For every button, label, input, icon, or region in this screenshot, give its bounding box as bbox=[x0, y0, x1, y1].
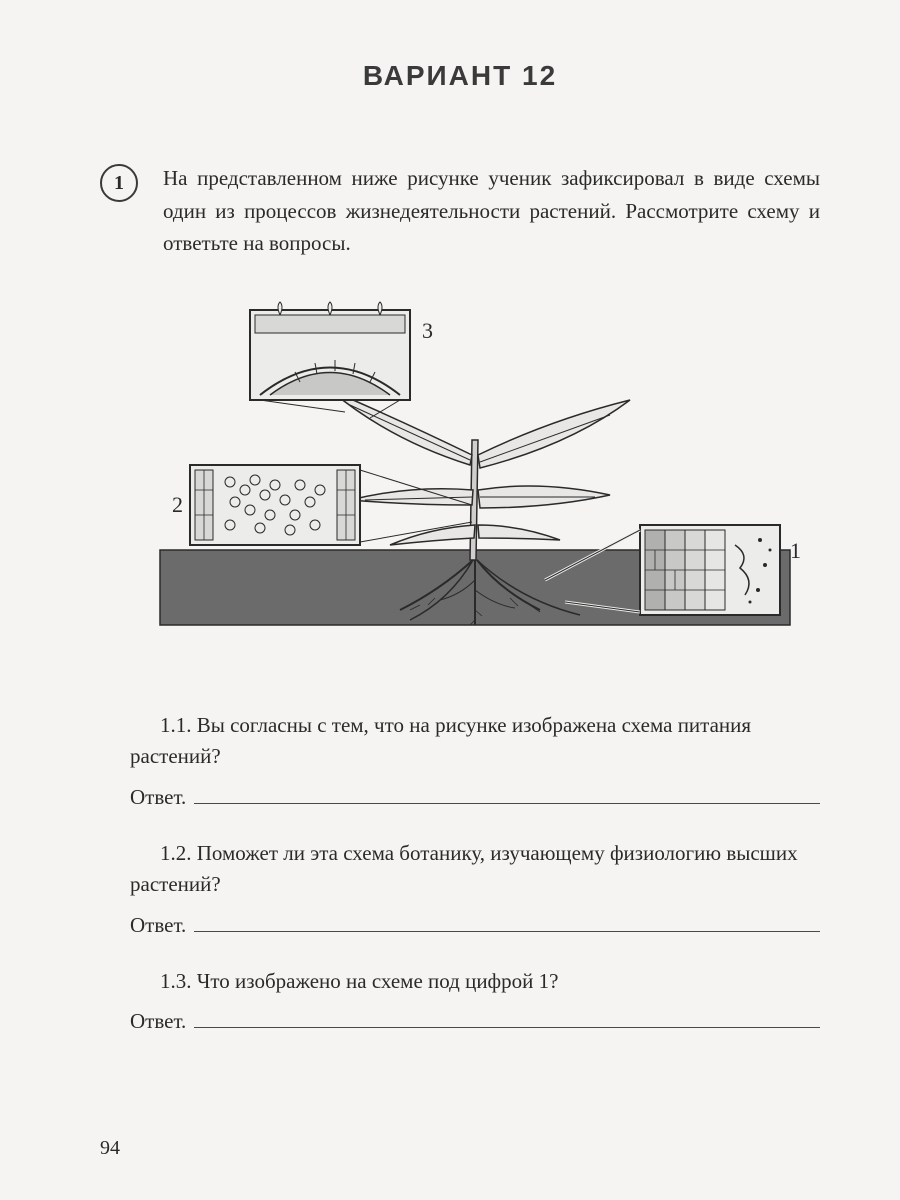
page-number: 94 bbox=[100, 1137, 120, 1160]
subquestion-text: 1.1. Вы согласны с тем, что на рисунке и… bbox=[130, 710, 820, 773]
question-text: На представленном ниже рисунке ученик за… bbox=[163, 162, 820, 260]
answer-underline[interactable] bbox=[194, 1027, 820, 1028]
diagram-label-2: 2 bbox=[172, 492, 183, 517]
question-number-circle: 1 bbox=[100, 164, 138, 202]
answer-underline[interactable] bbox=[194, 931, 820, 932]
subquestion-1-3: 1.3. Что изображено на схеме под цифрой … bbox=[130, 966, 820, 1035]
answer-label: Ответ. bbox=[130, 913, 186, 938]
diagram-label-3: 3 bbox=[422, 318, 433, 343]
subquestion-1-1: 1.1. Вы согласны с тем, что на рисунке и… bbox=[130, 710, 820, 810]
subquestion-text: 1.2. Поможет ли эта схема ботанику, изуч… bbox=[130, 838, 820, 901]
inset-3 bbox=[250, 302, 410, 400]
diagram-label-1: 1 bbox=[790, 538, 801, 563]
answer-label: Ответ. bbox=[130, 785, 186, 810]
page-title: ВАРИАНТ 12 bbox=[100, 60, 820, 92]
plant-diagram: 3 bbox=[100, 290, 820, 670]
answer-line: Ответ. bbox=[130, 913, 820, 938]
answer-underline[interactable] bbox=[194, 803, 820, 804]
plant-svg: 3 bbox=[100, 290, 820, 670]
inset-1 bbox=[640, 525, 780, 615]
question-block: 1 На представленном ниже рисунке ученик … bbox=[100, 162, 820, 260]
inset-2 bbox=[190, 465, 360, 545]
subquestion-text: 1.3. Что изображено на схеме под цифрой … bbox=[130, 966, 820, 998]
subquestion-1-2: 1.2. Поможет ли эта схема ботанику, изуч… bbox=[130, 838, 820, 938]
answer-line: Ответ. bbox=[130, 785, 820, 810]
answer-line: Ответ. bbox=[130, 1009, 820, 1034]
answer-label: Ответ. bbox=[130, 1009, 186, 1034]
